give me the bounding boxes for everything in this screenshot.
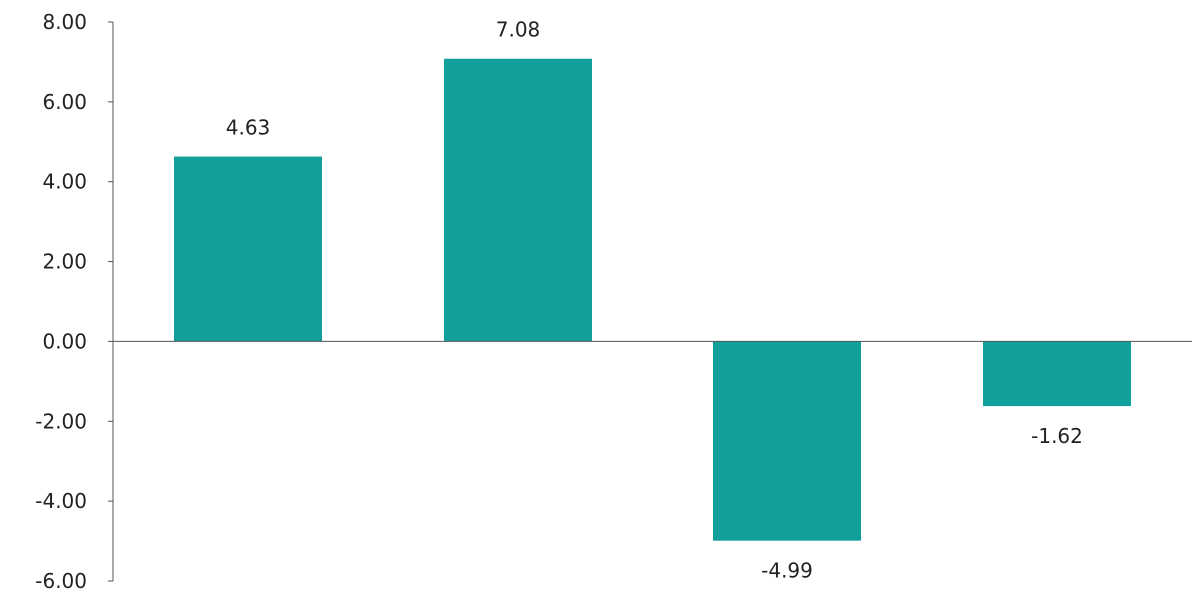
bars [174,58,1131,541]
bar-value-label: 7.08 [496,18,541,42]
bar-value-label: 4.63 [226,116,271,140]
y-axis-ticks: 8.00 6.00 4.00 2.00 0.00 -2.00 -4.00 -6.00 [35,10,113,593]
y-tick-label: -4.00 [35,489,87,513]
bar-value-labels: 4.63 7.08 -4.99 -1.62 [226,18,1083,583]
bar [444,58,592,342]
bar-value-label: -1.62 [1031,424,1083,448]
bar [174,156,322,342]
bar [983,341,1131,407]
bar-value-label: -4.99 [761,559,813,583]
y-tick-label: -2.00 [35,409,87,433]
y-tick-label: 4.00 [42,170,87,194]
y-tick-label: 6.00 [42,90,87,114]
y-tick-label: 0.00 [42,329,87,353]
y-tick-label: 8.00 [42,10,87,34]
y-tick-label: -6.00 [35,569,87,593]
bar [713,341,861,541]
y-tick-label: 2.00 [42,250,87,274]
